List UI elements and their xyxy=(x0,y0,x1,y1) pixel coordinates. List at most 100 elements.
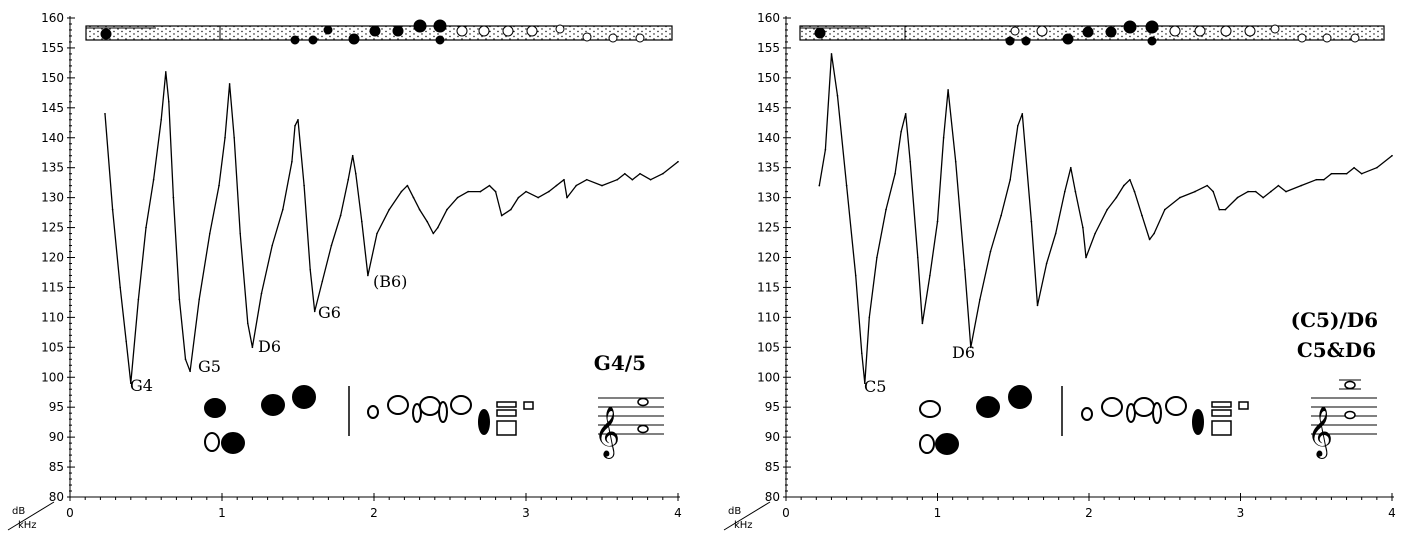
open-hole xyxy=(1169,25,1181,37)
key-lever xyxy=(523,401,534,410)
data-point xyxy=(330,244,333,247)
data-point xyxy=(1391,154,1393,157)
y-tick-label: 160 xyxy=(757,11,780,25)
data-point xyxy=(367,274,369,277)
data-point xyxy=(1133,190,1136,193)
x-tick-label: 0 xyxy=(782,506,790,520)
open-hole xyxy=(1036,25,1048,37)
data-point xyxy=(467,190,470,193)
fingering-diagram xyxy=(204,385,534,454)
open-key xyxy=(412,403,422,423)
data-point xyxy=(929,274,931,277)
key-lever xyxy=(1211,420,1232,436)
treble-clef-icon: 𝄞 xyxy=(594,406,620,459)
data-point xyxy=(818,184,821,187)
data-point xyxy=(130,382,132,385)
open-key xyxy=(1152,402,1162,424)
data-point xyxy=(494,190,497,193)
closed-hole xyxy=(1145,20,1159,34)
data-point xyxy=(297,119,299,121)
data-point xyxy=(1164,208,1166,211)
y-tick-label: 110 xyxy=(757,310,780,324)
open-hole xyxy=(1194,25,1206,37)
open-hole xyxy=(478,25,490,37)
open-key xyxy=(204,432,220,452)
data-point xyxy=(321,280,324,283)
y-tick-label: 125 xyxy=(41,221,64,235)
data-point xyxy=(388,208,391,211)
data-point xyxy=(125,340,127,343)
data-point xyxy=(1224,208,1227,211)
y-tick-label: 130 xyxy=(757,191,780,205)
open-hole xyxy=(1297,33,1307,43)
data-point xyxy=(446,208,448,211)
data-point xyxy=(1106,208,1108,211)
data-point xyxy=(1082,226,1084,229)
key-lever xyxy=(1211,401,1232,408)
data-point xyxy=(1360,172,1363,175)
y-tick-label: 125 xyxy=(757,221,780,235)
y-tick-label: 120 xyxy=(41,251,64,265)
data-point xyxy=(836,95,839,97)
data-point xyxy=(964,268,966,271)
open-key xyxy=(1133,397,1155,417)
data-point xyxy=(677,160,679,163)
data-point xyxy=(525,190,527,193)
y-tick-label: 155 xyxy=(757,41,780,55)
open-key xyxy=(450,395,472,415)
open-key xyxy=(1081,407,1093,421)
data-point xyxy=(601,184,603,187)
data-point xyxy=(1064,190,1066,193)
chart-title: G4/5 xyxy=(594,351,646,375)
data-point xyxy=(1277,184,1280,187)
y-tick-label: 105 xyxy=(41,340,64,354)
open-hole xyxy=(1010,26,1020,36)
y-tick-label: 140 xyxy=(41,131,64,145)
open-key xyxy=(1126,403,1136,423)
data-point xyxy=(548,190,550,193)
data-point xyxy=(970,346,972,349)
note-annotation: D6 xyxy=(952,343,975,362)
data-point xyxy=(921,322,924,325)
y-tick-label: 90 xyxy=(765,430,780,444)
data-point xyxy=(616,178,618,181)
closed-key xyxy=(261,394,285,416)
note-annotation: G6 xyxy=(318,303,341,322)
data-point xyxy=(294,125,296,127)
data-point xyxy=(309,268,312,271)
y-tick-label: 85 xyxy=(49,460,64,474)
data-point xyxy=(412,196,415,199)
closed-key xyxy=(935,433,959,455)
open-hole xyxy=(1350,33,1360,43)
data-point xyxy=(824,148,827,151)
closed-hole xyxy=(369,25,381,37)
data-point xyxy=(989,250,992,253)
data-point xyxy=(1179,196,1181,199)
closed-hole xyxy=(433,19,447,33)
closed-key xyxy=(292,385,316,409)
unit-slash xyxy=(723,501,771,531)
data-point xyxy=(160,119,162,121)
note-annotation: D6 xyxy=(258,337,281,356)
x-tick-label: 3 xyxy=(522,506,530,520)
data-point xyxy=(1212,190,1214,193)
y-tick-label: 130 xyxy=(41,191,64,205)
data-point xyxy=(355,172,357,175)
y-tick-label: 145 xyxy=(41,101,64,115)
data-point xyxy=(1054,232,1057,235)
treble-clef-icon: 𝄞 xyxy=(1307,406,1333,459)
data-point xyxy=(500,214,503,217)
data-point xyxy=(1094,232,1096,235)
open-hole xyxy=(582,32,592,42)
closed-hole xyxy=(1105,26,1117,38)
open-key xyxy=(1165,396,1187,416)
y-axis-label: dB xyxy=(12,506,25,517)
open-key xyxy=(367,405,379,419)
data-point xyxy=(563,178,565,181)
closed-hole xyxy=(1021,36,1031,46)
y-tick-label: 90 xyxy=(49,430,64,444)
data-point xyxy=(111,208,114,211)
data-point xyxy=(361,220,363,223)
data-point xyxy=(178,298,181,301)
chart-panel-left: 8085909510010511011512012513013514014515… xyxy=(7,11,682,531)
